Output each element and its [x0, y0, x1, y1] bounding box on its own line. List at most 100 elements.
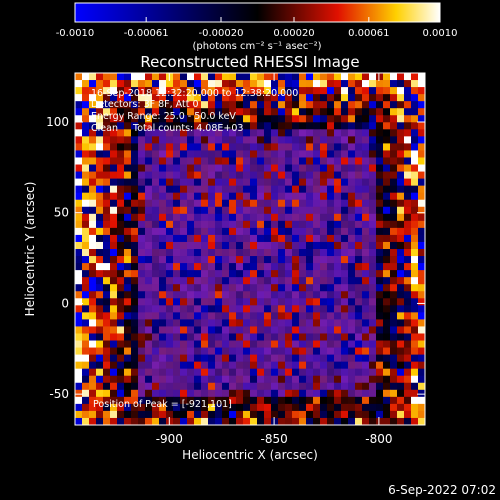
heatmap-cell	[208, 263, 216, 271]
heatmap-cell	[320, 277, 328, 285]
heatmap-cell	[341, 115, 349, 123]
heatmap-cell	[306, 157, 314, 165]
heatmap-cell	[313, 192, 321, 201]
heatmap-cell	[187, 249, 195, 257]
heatmap-cell	[404, 101, 412, 109]
heatmap-cell	[250, 375, 258, 384]
heatmap-cell	[124, 270, 132, 278]
heatmap-cell	[131, 319, 139, 327]
heatmap-cell	[82, 389, 90, 398]
heatmap-cell	[292, 375, 300, 384]
heatmap-cell	[334, 122, 342, 130]
heatmap-cell	[208, 319, 216, 327]
heatmap-cell	[250, 80, 258, 88]
heatmap-cell	[117, 199, 125, 208]
heatmap-cell	[236, 319, 244, 327]
heatmap-cell	[194, 361, 202, 370]
heatmap-cell	[411, 403, 419, 412]
heatmap-cell	[96, 326, 104, 334]
heatmap-cell	[229, 73, 237, 81]
heatmap-cell	[348, 227, 356, 236]
heatmap-cell	[306, 368, 314, 377]
heatmap-cell	[404, 368, 412, 377]
heatmap-cell	[348, 347, 356, 355]
heatmap-cell	[397, 410, 405, 419]
heatmap-cell	[341, 87, 349, 95]
heatmap-cell	[243, 213, 251, 222]
heatmap-cell	[159, 192, 167, 201]
heatmap-cell	[124, 368, 132, 377]
heatmap-cell	[250, 389, 258, 398]
heatmap-cell	[180, 220, 188, 229]
heatmap-cell	[376, 354, 384, 363]
heatmap-cell	[334, 368, 342, 377]
heatmap-cell	[334, 389, 342, 398]
heatmap-cell	[355, 87, 363, 95]
heatmap-cell	[257, 277, 265, 285]
heatmap-cell	[264, 150, 272, 158]
heatmap-cell	[166, 87, 174, 95]
heatmap-cell	[320, 192, 328, 201]
heatmap-cell	[418, 143, 425, 151]
heatmap-cell	[418, 157, 425, 165]
heatmap-cell	[215, 417, 223, 425]
heatmap-cell	[96, 347, 104, 355]
heatmap-cell	[334, 108, 342, 116]
heatmap-cell	[110, 389, 118, 398]
heatmap-cell	[166, 410, 174, 419]
heatmap-cell	[320, 403, 328, 412]
heatmap-cell	[138, 185, 146, 194]
heatmap-cell	[236, 122, 244, 130]
heatmap-cell	[376, 234, 384, 243]
heatmap-cell	[327, 284, 335, 292]
heatmap-cell	[264, 375, 272, 384]
heatmap-cell	[96, 80, 104, 88]
heatmap-cell	[383, 368, 391, 377]
heatmap-cell	[320, 171, 328, 179]
heatmap-cell	[292, 417, 300, 425]
heatmap-cell	[208, 249, 216, 257]
heatmap-cell	[418, 150, 425, 158]
heatmap-cell	[313, 284, 321, 292]
heatmap-cell	[166, 249, 174, 257]
heatmap-cell	[299, 73, 307, 81]
heatmap-cell	[271, 171, 279, 179]
heatmap-cell	[264, 284, 272, 292]
heatmap-cell	[327, 305, 335, 313]
heatmap-cell	[313, 277, 321, 285]
heatmap-cell	[173, 108, 181, 116]
heatmap-cell	[362, 249, 370, 257]
heatmap-cell	[124, 206, 132, 215]
heatmap-cell	[306, 87, 314, 95]
heatmap-cell	[397, 171, 405, 179]
heatmap-cell	[292, 298, 300, 306]
heatmap-cell	[159, 101, 167, 109]
heatmap-cell	[355, 312, 363, 320]
heatmap-cell	[215, 291, 223, 299]
heatmap-cell	[75, 270, 83, 278]
heatmap-cell	[369, 241, 377, 250]
heatmap-cell	[201, 270, 209, 278]
heatmap-cell	[145, 87, 153, 95]
heatmap-cell	[362, 263, 370, 271]
heatmap-cell	[124, 389, 132, 398]
heatmap-cell	[236, 178, 244, 187]
heatmap-cell	[103, 101, 111, 109]
heatmap-cell	[341, 227, 349, 236]
heatmap-cell	[180, 241, 188, 250]
heatmap-cell	[215, 94, 223, 102]
heatmap-cell	[89, 227, 97, 236]
heatmap-cell	[103, 347, 111, 355]
heatmap-cell	[124, 312, 132, 320]
heatmap-cell	[334, 375, 342, 384]
heatmap-cell	[404, 361, 412, 370]
heatmap-cell	[145, 361, 153, 370]
heatmap-cell	[397, 234, 405, 243]
heatmap-cell	[96, 220, 104, 229]
heatmap-cell	[166, 361, 174, 370]
heatmap-cell	[411, 291, 419, 299]
heatmap-cell	[278, 234, 286, 243]
heatmap-cell	[208, 375, 216, 384]
heatmap-cell	[362, 340, 370, 348]
heatmap-cell	[320, 256, 328, 264]
